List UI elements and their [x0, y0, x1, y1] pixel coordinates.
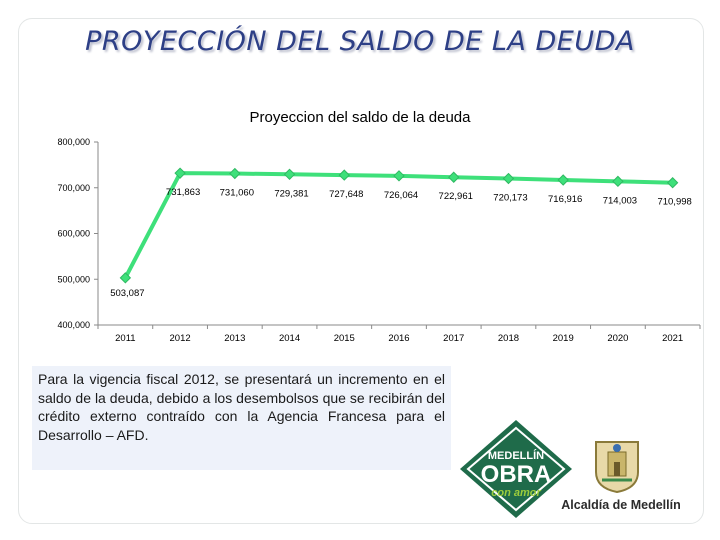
data-label: 714,003 — [603, 195, 637, 206]
data-label: 710,998 — [657, 197, 691, 208]
logo-line2: OBRA — [481, 461, 552, 488]
x-tick-label: 2020 — [607, 333, 628, 344]
y-tick-label: 600,000 — [57, 229, 90, 239]
data-point — [557, 174, 569, 186]
data-label: 729,381 — [274, 188, 308, 199]
medellin-obra-logo: MEDELLÍN OBRA con amor — [460, 420, 572, 518]
logo-line1: MEDELLÍN — [488, 449, 544, 462]
data-point — [612, 175, 624, 188]
data-label: 727,648 — [329, 189, 363, 200]
data-point — [502, 172, 515, 185]
data-point — [174, 167, 186, 179]
alcaldia-label: Alcaldía de Medellín — [561, 498, 681, 512]
y-tick-label: 500,000 — [57, 274, 90, 284]
data-point — [666, 177, 679, 189]
logo-line3: con amor — [491, 487, 541, 499]
data-label: 716,916 — [548, 194, 582, 205]
x-tick-label: 2011 — [115, 333, 135, 344]
data-label: 731,060 — [220, 188, 254, 199]
data-point — [229, 167, 241, 180]
x-tick-label: 2014 — [279, 333, 300, 344]
y-tick-label: 700,000 — [57, 183, 90, 193]
data-point — [448, 171, 460, 183]
x-tick-label: 2012 — [170, 333, 191, 344]
x-tick-label: 2016 — [388, 333, 409, 344]
x-tick-label: 2021 — [662, 333, 683, 344]
data-label: 722,961 — [439, 191, 473, 202]
data-point — [338, 169, 350, 181]
chart-title: Proyeccion del saldo de la deuda — [249, 109, 471, 126]
data-label: 731,863 — [166, 187, 200, 198]
data-label: 726,064 — [384, 190, 418, 201]
x-tick-label: 2017 — [443, 333, 464, 344]
data-point — [393, 170, 405, 182]
escudo-medellin-icon — [595, 441, 639, 494]
note-text: Para la vigencia fiscal 2012, se present… — [32, 366, 451, 470]
y-tick-label: 400,000 — [57, 320, 90, 330]
x-tick-label: 2013 — [224, 333, 245, 344]
data-label: 720,173 — [493, 193, 527, 204]
x-tick-label: 2019 — [553, 333, 574, 344]
x-tick-label: 2018 — [498, 333, 519, 344]
slide-frame — [18, 18, 704, 524]
slide-title: PROYECCIÓN DEL SALDO DE LA DEUDA — [85, 26, 635, 57]
data-point — [119, 272, 132, 284]
data-label: 503,087 — [110, 288, 144, 299]
y-tick-label: 800,000 — [57, 137, 90, 147]
data-point — [283, 168, 296, 181]
x-tick-label: 2015 — [334, 333, 355, 344]
